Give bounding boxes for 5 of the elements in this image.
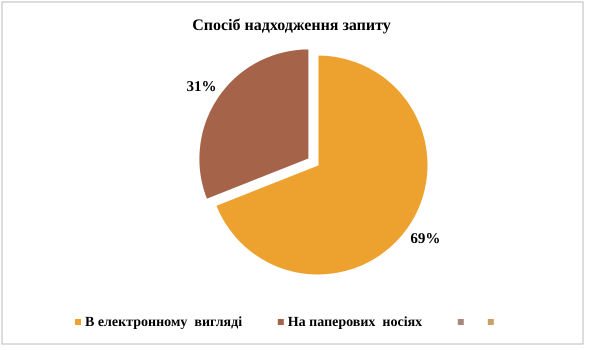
data-label: 31% <box>186 78 217 95</box>
legend-label: В електронному вигляді <box>85 315 242 330</box>
legend-label: На паперових носіях <box>288 315 422 330</box>
chart-title: Спосіб надходження запиту <box>192 17 391 34</box>
data-label: 69% <box>410 230 440 247</box>
